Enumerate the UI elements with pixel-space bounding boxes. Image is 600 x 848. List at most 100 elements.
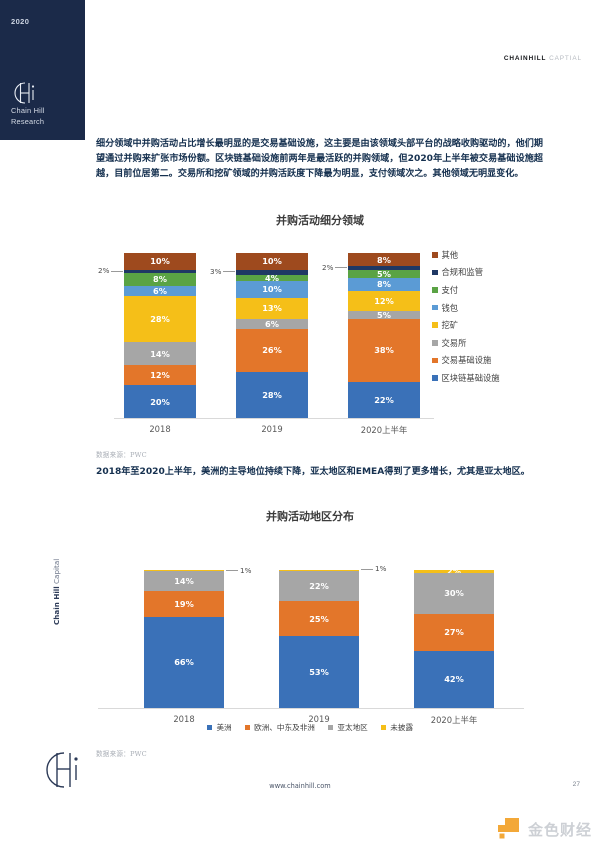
value-callout: 1% (226, 566, 251, 575)
watermark-text: 金色财经 (527, 820, 592, 839)
bar-segment[interactable] (279, 570, 359, 572)
legend-swatch (432, 322, 438, 328)
value-callout: 2% (98, 266, 124, 275)
paragraph-sector-analysis: 细分领域中并购活动占比增长最明显的是交易基础设施，这主要是由该领域头部平台的战略… (96, 139, 543, 180)
footer-url[interactable]: www.chainhill.com (269, 782, 331, 790)
bar-segment[interactable]: 6% (236, 319, 308, 329)
legend-item[interactable]: 交易基础设施 (432, 352, 500, 370)
footer-page-number: 27 (572, 781, 580, 788)
legend-label: 其他 (441, 249, 459, 260)
bar-segment[interactable]: 20% (124, 385, 196, 418)
x-axis-label: 2018 (173, 714, 195, 724)
legend-item[interactable]: 其他 (432, 246, 500, 264)
source-note-sector: 数据来源：PWC (96, 451, 147, 459)
chart-legend: 美洲 欧洲、中东及非洲 亚太地区 未披露 (76, 722, 544, 733)
legend-label: 挖矿 (441, 320, 459, 331)
legend-item[interactable]: 亚太地区 (327, 722, 368, 733)
wordmark-light: CAPTIAL (549, 55, 582, 62)
jinse-finance-logo-icon (496, 816, 522, 842)
bar-segment[interactable]: 8% (348, 277, 420, 291)
sidebar-brand-line2: Research (11, 117, 45, 126)
bar-segment[interactable]: 53% (279, 635, 359, 708)
stacked-bar[interactable]: 22% 38% 5% 12% 8% 5% 8% (348, 253, 420, 418)
bar-segment[interactable]: 22% (348, 381, 420, 418)
bar-segment[interactable]: 12% (348, 290, 420, 311)
legend-item[interactable]: 交易所 (432, 334, 500, 352)
source-note-region: 数据来源：PWC (96, 750, 147, 758)
stacked-bar[interactable]: 66% 19% 14% (144, 570, 224, 708)
x-axis-label: 2019 (308, 714, 330, 724)
bar-segment[interactable]: 6% (124, 286, 196, 296)
bar-segment[interactable]: 10% (236, 253, 308, 270)
legend-label: 钱包 (441, 302, 459, 313)
paragraph-region-analysis: 2018年至2020上半年，美洲的主导地位持续下降，亚太地区和EMEA得到了更多… (96, 467, 530, 477)
stacked-bar[interactable]: 20% 12% 14% 28% 6% 8% 10% (124, 253, 196, 418)
bar-segment[interactable]: 8% (348, 253, 420, 267)
bar-segment[interactable]: 25% (279, 601, 359, 636)
bar-segment[interactable] (144, 570, 224, 572)
bar-segment[interactable]: 28% (236, 371, 308, 418)
bar-segment[interactable] (124, 269, 196, 273)
bar-segment[interactable]: 42% (414, 650, 494, 708)
legend-item[interactable]: 合规和监管 (432, 264, 500, 282)
bar-segment[interactable]: 2% (414, 570, 494, 573)
legend-swatch (432, 340, 438, 346)
region-chart-plot: 66%19%14% 2018 53%25%22% 2019 42%27%30%2% 202… (76, 540, 544, 746)
stacked-bar[interactable]: 28% 26% 6% 13% 10% 4% 10% (236, 253, 308, 418)
bar-segment[interactable]: 5% (348, 310, 420, 320)
legend-item[interactable]: 美洲 (206, 722, 232, 733)
bar-segment[interactable]: 5% (348, 269, 420, 278)
side-caption: Chain Hill Capital (52, 559, 61, 625)
bar-segment[interactable]: 26% (236, 328, 308, 372)
bar-segment[interactable] (348, 266, 420, 270)
bar-segment[interactable]: 12% (124, 365, 196, 385)
stacked-bar[interactable]: 53% 25% 22% (279, 570, 359, 708)
value-callout: 1% (361, 564, 386, 573)
sidebar-year: 2020 (11, 17, 30, 26)
legend-swatch (206, 724, 213, 731)
legend-swatch (432, 252, 438, 258)
value-callout: 2% (322, 263, 348, 272)
legend-label: 亚太地区 (337, 723, 368, 732)
bar-segment[interactable]: 8% (124, 272, 196, 287)
legend-item[interactable]: 支付 (432, 281, 500, 299)
bar-segment[interactable]: 27% (414, 613, 494, 651)
legend-label: 未披露 (390, 723, 414, 732)
legend-item[interactable]: 未披露 (380, 722, 414, 733)
sidebar-brand: Chain Hill Research (11, 105, 45, 127)
legend-swatch (244, 724, 251, 731)
x-axis-line (114, 418, 434, 419)
value-callout: 3% (210, 267, 236, 276)
bar-segment[interactable]: 10% (124, 253, 196, 270)
chainhill-monogram-icon (44, 748, 88, 792)
region-chart: 并购活动地区分布 66% 19% 14% 2018 53% 25% 22% 2019 42% 27… (76, 508, 544, 746)
legend-label: 交易基础设施 (441, 355, 492, 366)
bar-segment[interactable] (236, 269, 308, 275)
stacked-bar[interactable]: 42%27%30%2% (414, 570, 494, 708)
bar-segment[interactable]: 19% (144, 590, 224, 617)
bar-segment[interactable]: 13% (236, 297, 308, 320)
bar-segment[interactable]: 66% (144, 616, 224, 708)
x-axis-label: 2020上半年 (430, 715, 478, 725)
x-axis-label: 2020上半年 (360, 425, 408, 435)
bar-segment[interactable]: 14% (144, 571, 224, 591)
legend-item[interactable]: 挖矿 (432, 316, 500, 334)
legend-label: 区块链基础设施 (441, 372, 500, 383)
bar-segment[interactable]: 30% (414, 572, 494, 614)
bar-segment[interactable]: 10% (236, 281, 308, 298)
legend-item[interactable]: 钱包 (432, 299, 500, 317)
bar-segment[interactable]: 14% (124, 342, 196, 366)
wordmark-bold: CHAINHILL (503, 55, 547, 62)
bar-segment[interactable]: 28% (124, 295, 196, 343)
sector-chart: 并购活动细分领域 20% 12% 14% 28% 6% 8% 10% 2018 28% 26% 6%… (96, 212, 544, 440)
legend-swatch (432, 357, 438, 364)
bar-segment[interactable]: 38% (348, 319, 420, 382)
legend-item[interactable]: 欧洲、中东及非洲 (244, 722, 315, 733)
side-caption-bold: Chain Hill (52, 586, 61, 625)
bar-segment[interactable]: 4% (236, 274, 308, 282)
legend-item[interactable]: 区块链基础设施 (432, 369, 500, 387)
bar-segment[interactable]: 22% (279, 571, 359, 602)
legend-swatch (327, 724, 334, 731)
x-axis-label: 2018 (149, 424, 171, 434)
